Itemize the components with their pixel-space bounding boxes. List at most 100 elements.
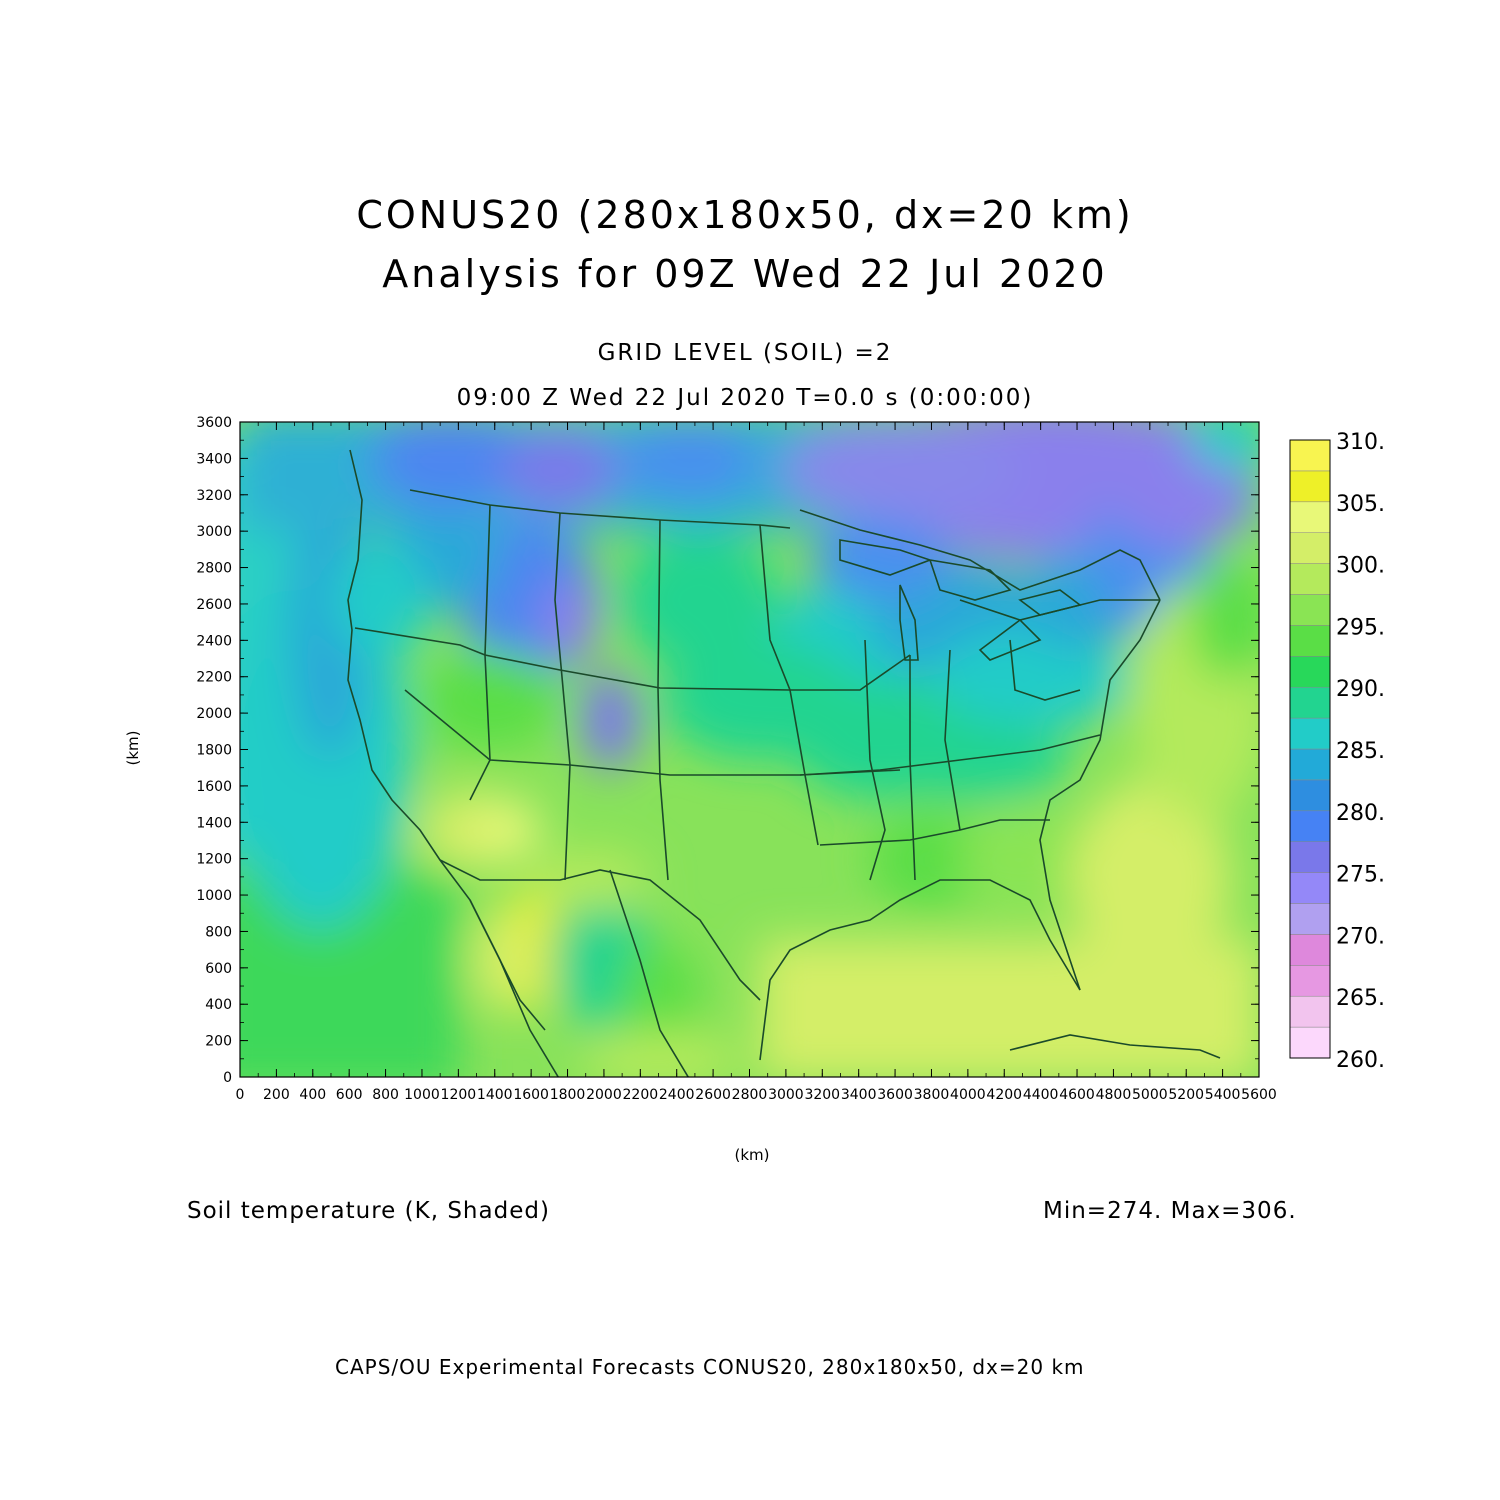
x-tick-label: 1600 (513, 1087, 549, 1103)
state-line (909, 655, 916, 881)
canada-border (409, 489, 791, 529)
colorbar-swatch (1289, 532, 1331, 564)
state-line (554, 512, 571, 881)
x-tick-label: 2600 (695, 1087, 731, 1103)
x-tick-label: 4000 (950, 1087, 986, 1103)
y-tick-label: 2600 (196, 597, 232, 613)
colorbar-swatch (1289, 686, 1331, 719)
x-tick-label: 4400 (1023, 1087, 1059, 1103)
colorbar-swatch (1289, 563, 1331, 595)
colorbar-swatch (1289, 872, 1331, 904)
y-axis: 0 200 400 600 800 1000 1200 1400 1600 1800 2000 220… (196, 415, 1259, 1086)
state-line (799, 734, 1101, 776)
x-tick-label: 3600 (877, 1087, 913, 1103)
colorbar-swatch (1289, 1026, 1331, 1059)
colorbar: 260. 265. 270. 275. 280. 285. 290. 295. 300. 305.… (1289, 430, 1385, 1073)
colorbar-swatch (1289, 995, 1331, 1028)
colorbar-label: 280. (1336, 801, 1385, 826)
state-line (354, 627, 791, 691)
x-tick-label: 3400 (841, 1087, 877, 1103)
colorbar-swatch (1289, 594, 1331, 626)
colorbar-label: 310. (1336, 430, 1385, 455)
x-tick-label: 5600 (1241, 1087, 1277, 1103)
colorbar-frame (1289, 439, 1331, 1059)
y-tick-label: 2000 (196, 706, 232, 722)
y-tick-label: 1000 (196, 888, 232, 904)
y-tick-label: 1800 (196, 743, 232, 759)
colorbar-swatch (1289, 810, 1331, 842)
x-tick-label: 600 (336, 1087, 363, 1103)
title-line-2: Analysis for 09Z Wed 22 Jul 2020 (382, 252, 1108, 296)
colorbar-label: 305. (1336, 492, 1385, 517)
colorbar-label: 295. (1336, 615, 1385, 640)
colorbar-swatch (1289, 903, 1331, 935)
colorbar-swatch (1289, 841, 1331, 873)
x-axis-label: (km) (734, 1146, 769, 1164)
y-tick-label: 800 (205, 924, 232, 940)
x-tick-label: 0 (236, 1087, 245, 1103)
y-tick-label: 1600 (196, 779, 232, 795)
x-tick-label: 400 (299, 1087, 326, 1103)
y-tick-label: 2800 (196, 561, 232, 577)
soil-temperature-field (240, 422, 1259, 1077)
colorbar-label: 275. (1336, 863, 1385, 888)
mexico-border (439, 859, 761, 1001)
x-tick-label: 800 (372, 1087, 399, 1103)
mexico-coast-east (609, 869, 690, 1077)
gulf-coast (759, 879, 1081, 1061)
y-tick-label: 1200 (196, 852, 232, 868)
x-tick-label: 1000 (404, 1087, 440, 1103)
colorbar-label: 290. (1336, 677, 1385, 702)
mexico-coast (469, 899, 560, 1077)
state-line (944, 649, 961, 831)
x-tick-label: 1800 (550, 1087, 586, 1103)
state-line (657, 519, 669, 881)
x-tick-label: 5200 (1168, 1087, 1204, 1103)
x-tick-label: 1400 (477, 1087, 513, 1103)
state-line (864, 639, 886, 881)
y-tick-label: 0 (223, 1070, 232, 1086)
y-tick-label: 400 (205, 997, 232, 1013)
state-line (790, 654, 911, 691)
colorbar-swatch (1289, 501, 1331, 533)
y-tick-label: 3000 (196, 524, 232, 540)
x-tick-label: 4800 (1096, 1087, 1132, 1103)
y-axis-label: (km) (124, 730, 142, 765)
x-tick-label: 2800 (732, 1087, 768, 1103)
colorbar-swatch (1289, 470, 1331, 503)
valid-time-label: 09:00 Z Wed 22 Jul 2020 T=0.0 s (0:00:00… (456, 385, 1034, 411)
x-tick-label: 3200 (804, 1087, 840, 1103)
y-tick-label: 2200 (196, 670, 232, 686)
colorbar-swatch (1289, 656, 1331, 688)
colorbar-swatch (1289, 625, 1331, 657)
x-tick-label: 5000 (1132, 1087, 1168, 1103)
colorbar-swatch (1289, 779, 1331, 812)
colorbar-label: 270. (1336, 924, 1385, 949)
x-tick-label: 2000 (586, 1087, 622, 1103)
canada-border-east (799, 509, 1161, 601)
colorbar-swatch (1289, 439, 1331, 472)
x-tick-label: 2400 (659, 1087, 695, 1103)
y-tick-label: 3600 (196, 415, 232, 431)
state-line (1009, 639, 1081, 701)
colorbar-label: 260. (1336, 1048, 1385, 1073)
colorbar-swatch (1289, 717, 1331, 750)
y-tick-label: 600 (205, 961, 232, 977)
title-line-1: CONUS20 (280x180x50, dx=20 km) (356, 193, 1134, 237)
x-tick-label: 4200 (986, 1087, 1022, 1103)
colorbar-swatch (1289, 748, 1331, 781)
colorbar-swatch (1289, 934, 1331, 966)
x-tick-label: 1200 (441, 1087, 477, 1103)
field-label: Soil temperature (K, Shaded) (187, 1198, 550, 1224)
y-tick-label: 3200 (196, 488, 232, 504)
y-tick-label: 2400 (196, 633, 232, 649)
min-max-label: Min=274. Max=306. (1043, 1198, 1297, 1224)
x-tick-label: 2200 (623, 1087, 659, 1103)
east-coast (1039, 599, 1161, 991)
y-tick-label: 3400 (196, 451, 232, 467)
x-tick-label: 5400 (1205, 1087, 1241, 1103)
x-tick-label: 3800 (914, 1087, 950, 1103)
y-tick-label: 1400 (196, 815, 232, 831)
x-tick-label: 3000 (768, 1087, 804, 1103)
